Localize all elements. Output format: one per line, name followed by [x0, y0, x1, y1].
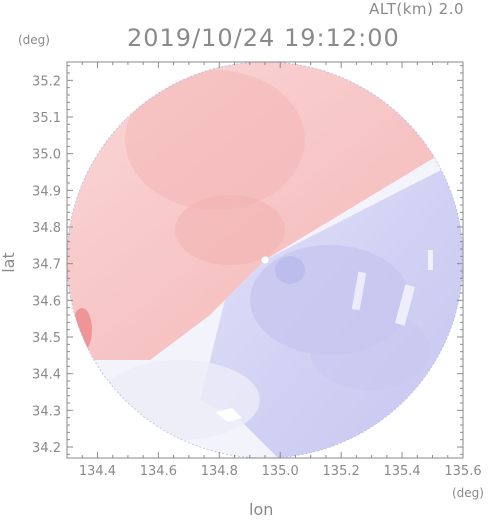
radar-echo-disk	[67, 62, 463, 458]
y-axis-ticks	[67, 65, 463, 455]
y-tick-label: 34.8	[32, 221, 61, 236]
x-tick-label: 135.6	[444, 464, 481, 479]
x-axis-tick-labels: 134.4 134.6 134.8 135.0 135.2 135.4 135.6	[79, 464, 482, 479]
x-tick-label: 134.6	[140, 464, 177, 479]
y-tick-label: 34.3	[32, 404, 61, 419]
y-tick-label: 35.0	[32, 148, 61, 163]
x-axis-title: lon	[249, 500, 274, 519]
y-tick-label: 35.1	[32, 111, 61, 126]
x-tick-label: 135.4	[383, 464, 420, 479]
x-tick-label: 134.4	[79, 464, 116, 479]
y-tick-label: 34.6	[32, 294, 61, 309]
y-tick-label: 34.2	[32, 441, 61, 456]
altitude-label: ALT(km) 2.0	[369, 0, 464, 18]
x-axis-unit: (deg)	[452, 486, 484, 500]
y-tick-label: 34.9	[32, 184, 61, 199]
x-tick-label: 135.0	[262, 464, 299, 479]
y-tick-label: 34.7	[32, 258, 61, 273]
x-tick-label: 135.2	[323, 464, 360, 479]
y-tick-label: 34.5	[32, 331, 61, 346]
y-axis-unit: (deg)	[18, 33, 50, 47]
y-tick-label: 34.4	[32, 368, 61, 383]
x-tick-label: 134.8	[201, 464, 238, 479]
y-tick-label: 35.2	[32, 74, 61, 89]
timestamp: 2019/10/24 19:12:00	[127, 24, 400, 52]
y-axis-tick-labels: 35.2 35.1 35.0 34.9 34.8 34.7 34.6 34.5 34.4 34.3…	[32, 74, 61, 456]
x-axis-ticks	[66, 62, 464, 458]
y-axis-title: lat	[0, 252, 18, 273]
